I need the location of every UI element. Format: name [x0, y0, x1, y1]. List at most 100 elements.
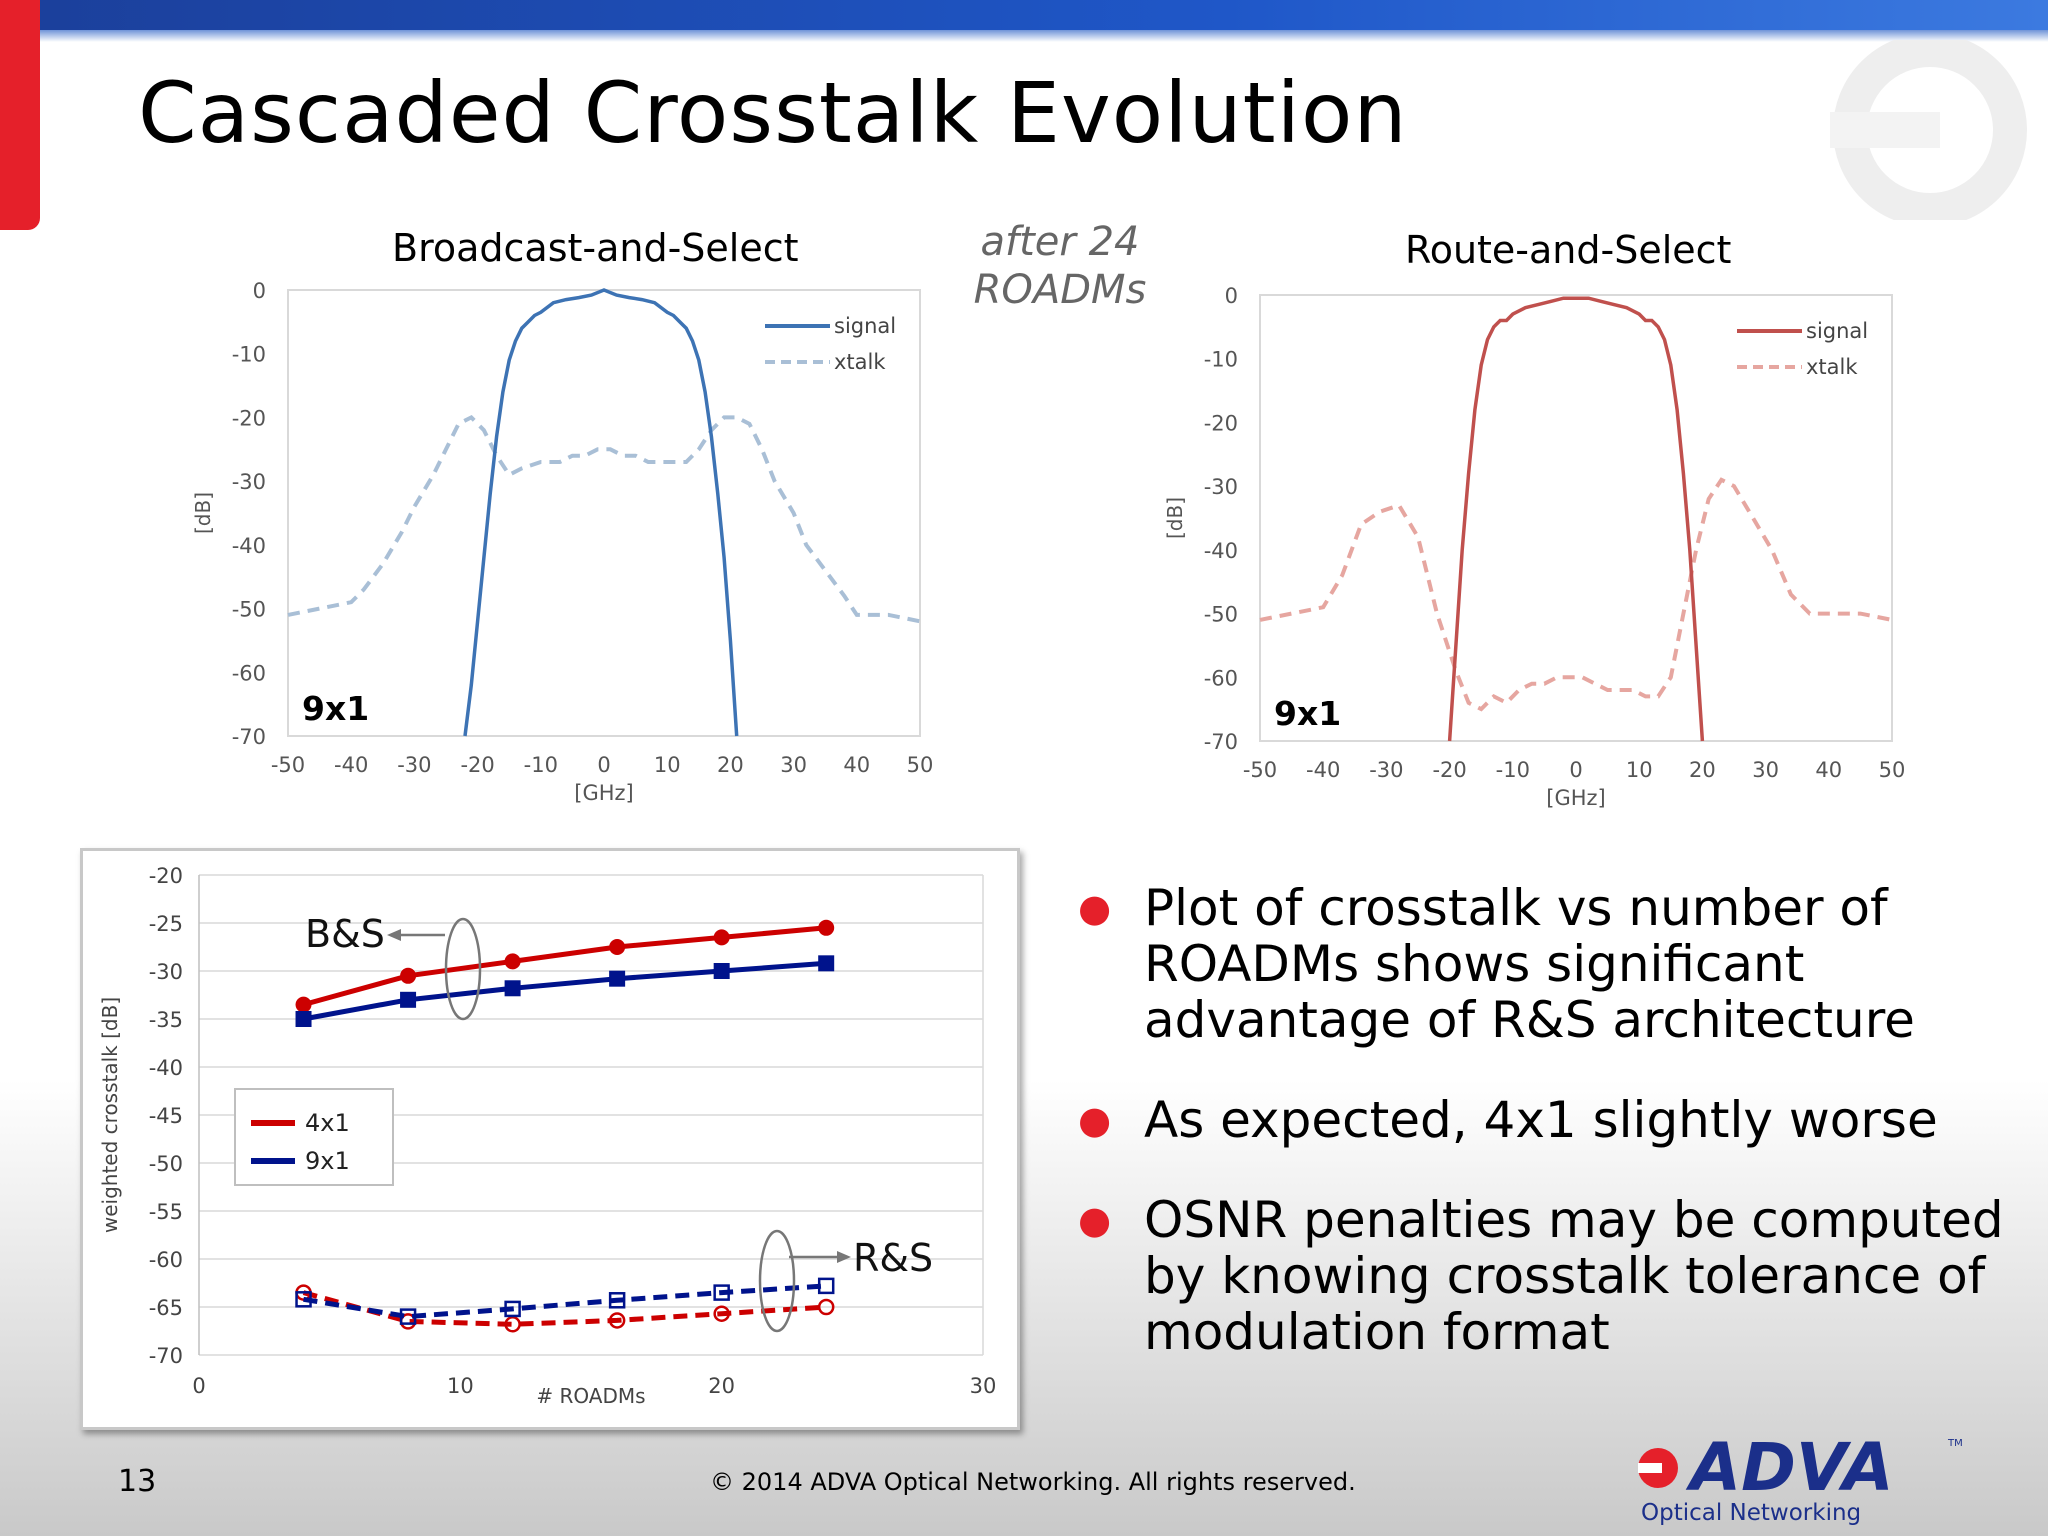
- data-point: [504, 1300, 521, 1318]
- x-tick-label: -10: [1496, 758, 1530, 782]
- bullet-item: ● OSNR penalties may be computed by knowi…: [1070, 1192, 2030, 1360]
- y-tick-label: -20: [1204, 411, 1238, 435]
- bullet-item: ● As expected, 4x1 slightly worse: [1070, 1092, 2030, 1148]
- y-tick-label: -60: [1204, 666, 1238, 690]
- data-point: [400, 967, 417, 984]
- data-point: [713, 1284, 730, 1301]
- chart-bs-title: Broadcast-and-Select: [392, 226, 799, 270]
- adva-watermark-icon: [1830, 40, 2027, 220]
- x-tick-label: 30: [780, 753, 807, 777]
- x-tick-label: 30: [1752, 758, 1779, 782]
- bullet-dot-icon: ●: [1078, 886, 1112, 930]
- x-tick-label: 20: [708, 1374, 735, 1398]
- x-tick-label: 0: [1569, 758, 1582, 782]
- plot-area: [1259, 294, 1893, 742]
- y-tick-label: -30: [232, 470, 266, 494]
- y-tick-label: -35: [149, 1008, 183, 1032]
- bullet-text: OSNR penalties may be computed by knowin…: [1144, 1191, 2004, 1361]
- x-tick-label: -40: [334, 753, 368, 777]
- bullet-dot-icon: ●: [1078, 1098, 1112, 1142]
- data-point: [609, 939, 626, 955]
- red-accent-tab: [0, 0, 40, 230]
- bs-arrow-head-icon: [387, 929, 401, 941]
- bs-group-ellipse: [444, 917, 482, 1021]
- x-tick-label: 10: [654, 753, 681, 777]
- bullet-text: Plot of crosstalk vs number of ROADMs sh…: [1144, 879, 1915, 1049]
- y-tick-label: -50: [1204, 603, 1238, 627]
- chart-crosstalk-vs-roadms: -20 -25 -30 -35 -40 -45 -50 -55 -60 -65 -70 0 10 20 30…: [98, 864, 997, 1408]
- data-point: [817, 1277, 835, 1295]
- x-axis-label: [GHz]: [1546, 786, 1605, 810]
- series-line-R&S: [302, 1290, 827, 1327]
- y-axis-label: [dB]: [191, 492, 215, 534]
- top-bar: [0, 0, 2048, 42]
- y-axis-label: [dB]: [1163, 497, 1187, 539]
- data-point: [713, 929, 730, 946]
- adva-logo-text: ADVA: [1685, 1429, 1894, 1506]
- y-tick-label: -30: [1204, 475, 1238, 499]
- x-tick-label: -20: [1432, 758, 1466, 782]
- rs-group-ellipse: [758, 1229, 796, 1333]
- data-point: [608, 1292, 626, 1309]
- after-note-line1: after 24: [980, 219, 1140, 265]
- series-line-signal: [1447, 296, 1705, 742]
- legend-label-signal: signal: [834, 314, 896, 338]
- legend-label-9x1: 9x1: [305, 1147, 350, 1175]
- data-point: [295, 996, 312, 1013]
- bullet-item: ● Plot of crosstalk vs number of ROADMs s…: [1070, 880, 2030, 1048]
- y-tick-label: -10: [232, 343, 266, 367]
- series-line-xtalk: [1259, 477, 1893, 712]
- x-tick-label: -50: [1243, 758, 1277, 782]
- legend-label-xtalk: xtalk: [1806, 355, 1858, 379]
- after-roadms-note: after 24 ROADMs: [940, 218, 1180, 314]
- data-point: [818, 919, 835, 936]
- rs-annotation: R&S: [853, 1236, 933, 1280]
- y-tick-label: 0: [1225, 284, 1238, 308]
- bullet-dot-icon: ●: [1078, 1198, 1112, 1242]
- config-label: 9x1: [1274, 694, 1341, 733]
- slide-title: Cascaded Crosstalk Evolution: [138, 64, 1408, 162]
- x-tick-label: 0: [597, 753, 610, 777]
- legend-box: [234, 1088, 394, 1186]
- series-line-signal: [463, 288, 739, 737]
- data-point: [504, 980, 521, 997]
- y-tick-label: -65: [149, 1296, 183, 1320]
- y-tick-label: -50: [232, 598, 266, 622]
- chart-broadcast-and-select: 0-10-20-30-40-50-60-70-50 -40 -30 -20 -10 0 10…: [191, 279, 933, 805]
- series-line-R&S: [303, 1283, 827, 1320]
- series-line-4x1: [302, 925, 827, 1008]
- bullet-list: ● Plot of crosstalk vs number of ROADMs s…: [1070, 880, 2030, 1404]
- data-point: [818, 955, 835, 972]
- data-point: [295, 1011, 312, 1027]
- y-tick-label: -70: [149, 1344, 183, 1368]
- y-tick-label: -20: [149, 864, 183, 888]
- x-tick-label: 0: [192, 1374, 205, 1398]
- chart-route-and-select: 0-10-20-30-40-50-60-70-50 -40 -30 -20 -10 0 10…: [1163, 284, 1906, 810]
- data-point: [817, 1298, 835, 1316]
- y-tick-label: -60: [149, 1248, 183, 1272]
- bs-annotation: B&S: [305, 912, 385, 956]
- rs-arrow-head-icon: [837, 1251, 851, 1263]
- x-axis-label: # ROADMs: [536, 1384, 645, 1408]
- y-tick-label: -25: [149, 912, 183, 936]
- y-tick-label: -40: [149, 1056, 183, 1080]
- data-point: [504, 1316, 521, 1333]
- x-tick-label: 50: [1879, 758, 1906, 782]
- legend-label-signal: signal: [1806, 319, 1868, 343]
- x-tick-label: 10: [1626, 758, 1653, 782]
- x-tick-label: -50: [271, 753, 305, 777]
- adva-logo: ADVA TM Optical Networking: [1638, 1429, 1963, 1526]
- data-point: [713, 1305, 730, 1322]
- y-tick-label: -70: [1204, 730, 1238, 754]
- y-tick-label: -40: [232, 534, 266, 558]
- adva-logo-subtext: Optical Networking: [1641, 1500, 1861, 1526]
- y-tick-label: 0: [253, 279, 266, 303]
- data-point: [609, 970, 626, 987]
- x-tick-label: -10: [524, 753, 558, 777]
- after-note-line2: ROADMs: [973, 267, 1147, 313]
- data-point: [504, 953, 521, 970]
- data-point: [713, 963, 730, 979]
- x-tick-label: 40: [1815, 758, 1842, 782]
- x-tick-label: 30: [970, 1374, 997, 1398]
- y-tick-label: -40: [1204, 539, 1238, 563]
